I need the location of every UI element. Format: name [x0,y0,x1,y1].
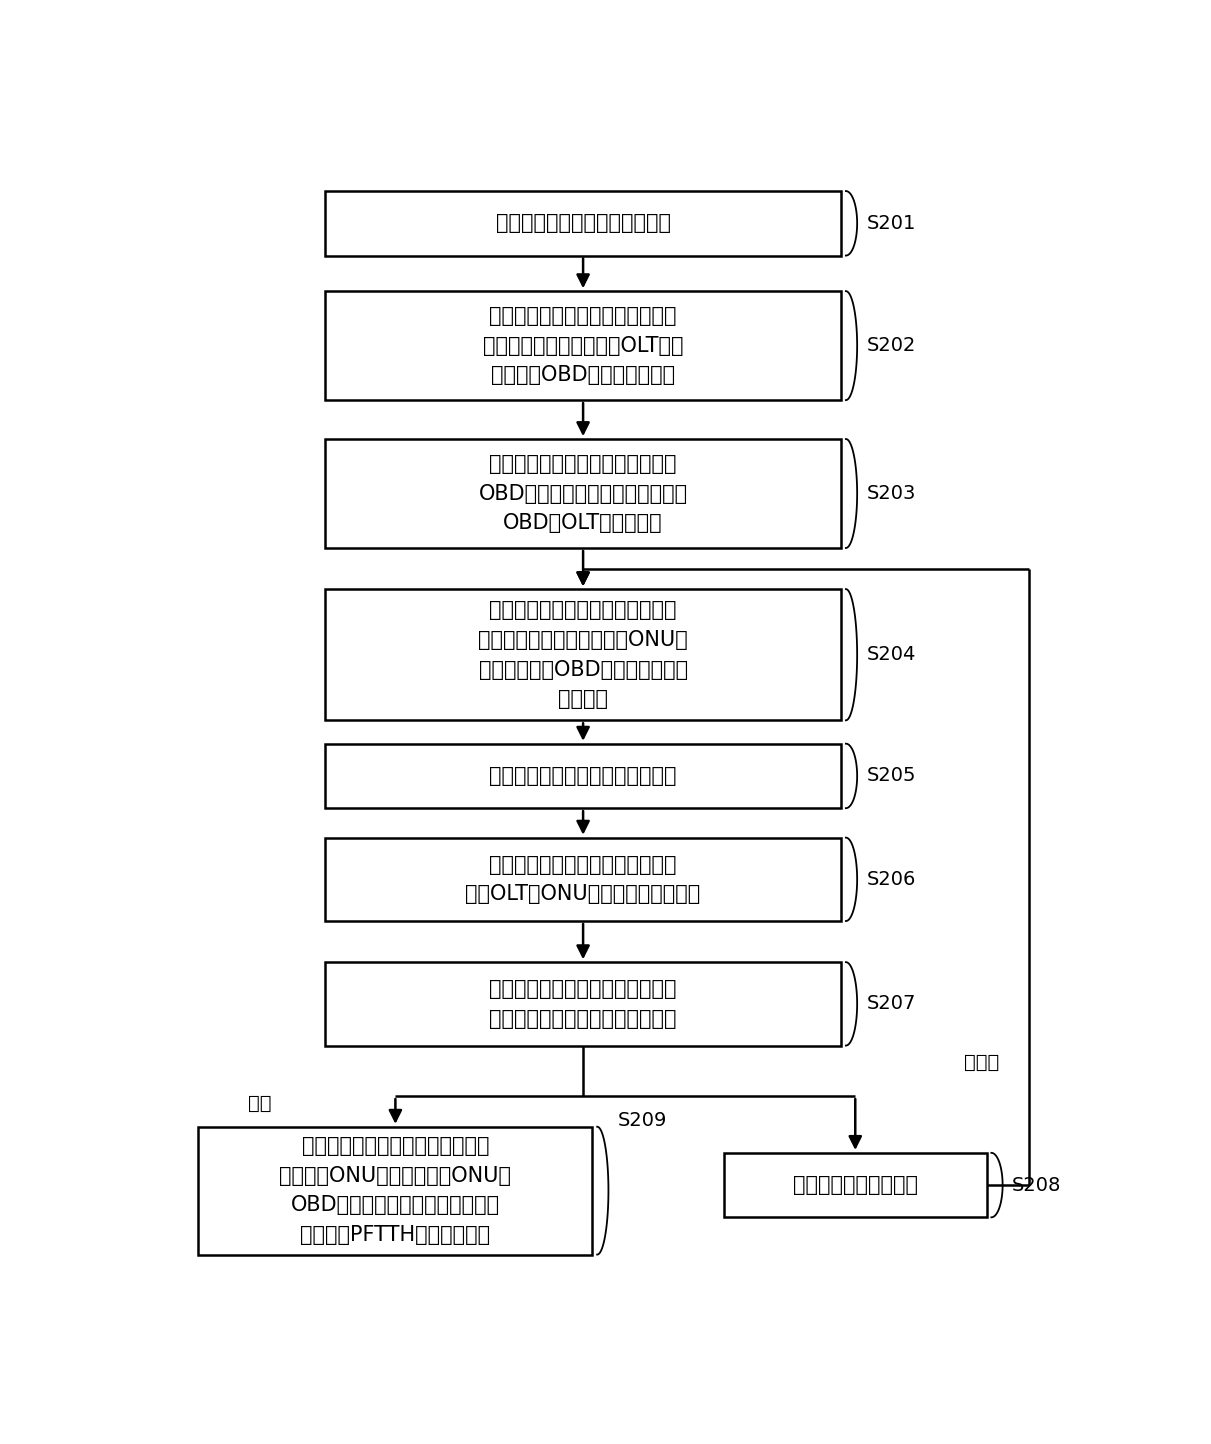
Text: S206: S206 [867,869,916,890]
Text: S205: S205 [867,767,916,786]
FancyBboxPatch shape [724,1152,987,1217]
Text: 获取待规划场景的配电结构信息: 获取待规划场景的配电结构信息 [495,214,671,234]
Text: S204: S204 [867,645,916,664]
FancyBboxPatch shape [325,962,842,1045]
FancyBboxPatch shape [325,744,842,809]
Text: 采用预设的遗传算法，根据约束条
件参数对预设的光网络单元ONU分
组连接分光器OBD词成本目标函数
进行求解: 采用预设的遗传算法，根据约束条 件参数对预设的光网络单元ONU分 组连接分光器O… [478,601,688,709]
Text: 调整所述约束条件参数: 调整所述约束条件参数 [793,1175,918,1196]
Text: 不符合: 不符合 [964,1053,999,1073]
Text: S209: S209 [618,1110,667,1131]
Text: 获得所述成本目标函数的求解结果: 获得所述成本目标函数的求解结果 [489,765,677,786]
Text: 根据所述路径规划方案中的分光器
OBD的数量和位置，计算获得每个
OBD与OLT之间的距离: 根据所述路径规划方案中的分光器 OBD的数量和位置，计算获得每个 OBD与OLT… [478,453,688,533]
Text: S208: S208 [1012,1175,1061,1194]
Text: S207: S207 [867,995,916,1014]
FancyBboxPatch shape [325,589,842,721]
Text: 符合: 符合 [247,1095,271,1113]
FancyBboxPatch shape [325,292,842,400]
Text: 判断所述规划网络的光通道链路衰
减值是否符合预设光通道衰减要求: 判断所述规划网络的光通道链路衰 减值是否符合预设光通道衰减要求 [489,979,677,1028]
FancyBboxPatch shape [325,838,842,921]
FancyBboxPatch shape [199,1126,592,1255]
Text: 将所述路径规划方案和求解结果中
的网络中ONU数量以及各个ONU与
OBD之间的距离，确定为所述待规
划场景的PFTTH网络规划方案: 将所述路径规划方案和求解结果中 的网络中ONU数量以及各个ONU与 OBD之间的… [280,1136,511,1245]
FancyBboxPatch shape [325,191,842,256]
Text: 获取根据所述配电结构信息生成的
电力光纤到户网络中局端OLT到每
个分光器OBD的路径规划方案: 获取根据所述配电结构信息生成的 电力光纤到户网络中局端OLT到每 个分光器OBD… [483,306,683,386]
Text: 根据所述成目标函数的求解结果计
算从OLT到ONU的光通道链路衰减值: 根据所述成目标函数的求解结果计 算从OLT到ONU的光通道链路衰减值 [465,855,701,904]
Text: S202: S202 [867,336,916,355]
Text: S201: S201 [867,214,916,232]
FancyBboxPatch shape [325,439,842,547]
Text: S203: S203 [867,484,916,503]
